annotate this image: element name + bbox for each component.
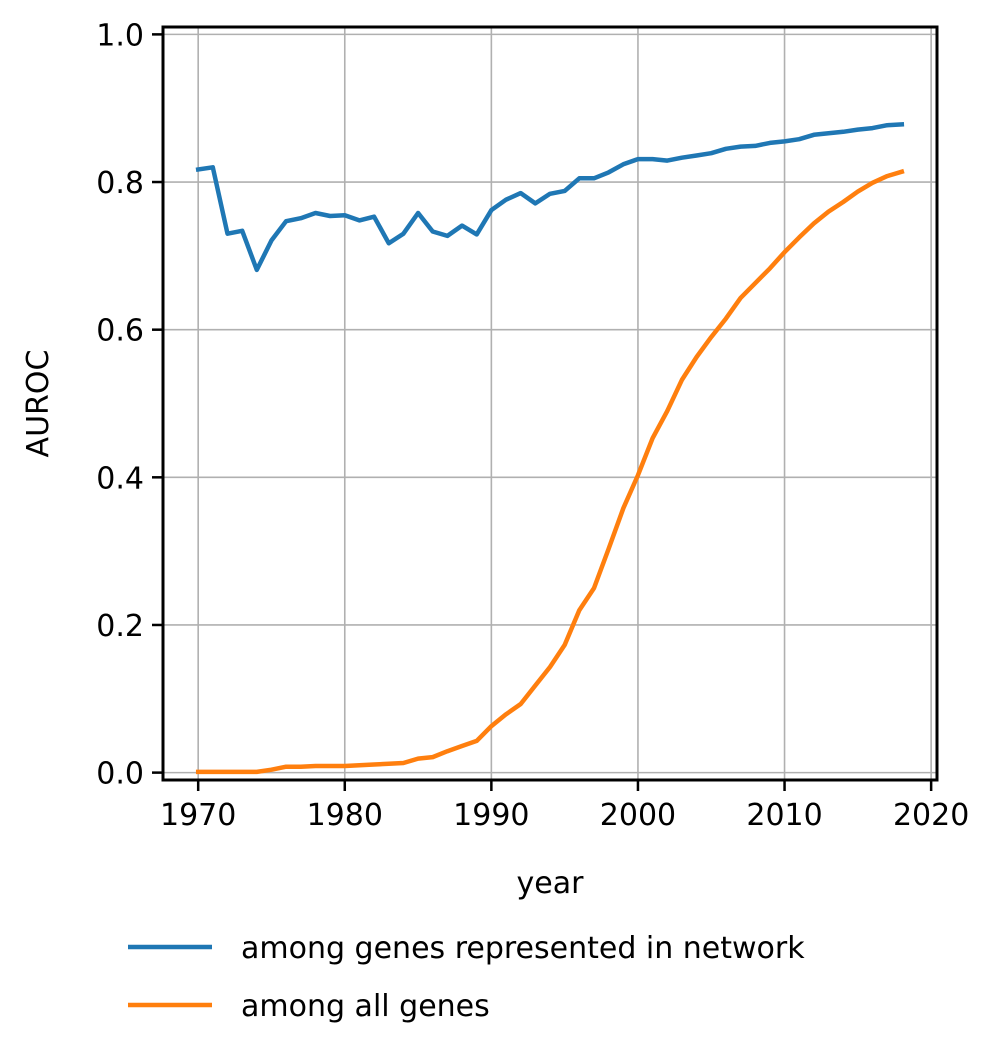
x-axis-label: year bbox=[517, 866, 585, 901]
y-tick-label: 0.4 bbox=[96, 461, 144, 496]
legend-label-2: among all genes bbox=[241, 989, 490, 1024]
x-tick-label: 1990 bbox=[453, 798, 529, 833]
x-tick-label: 1980 bbox=[307, 798, 383, 833]
series-line-2 bbox=[195, 168, 905, 775]
y-tick-label: 0.0 bbox=[96, 757, 144, 792]
legend-label-1: among genes represented in network bbox=[241, 931, 805, 966]
y-axis-label: AUROC bbox=[21, 350, 56, 458]
y-tick-label: 0.2 bbox=[96, 609, 144, 644]
legend: among genes represented in network among … bbox=[128, 931, 805, 1024]
x-tick-label: 2000 bbox=[600, 798, 676, 833]
axis-ticks: 1970 1980 1990 2000 2010 2020 0.0 0.2 0.4 0.6 0.8 1… bbox=[96, 18, 969, 833]
series-line-1 bbox=[195, 122, 905, 273]
x-tick-label: 2020 bbox=[893, 798, 969, 833]
y-tick-label: 0.6 bbox=[96, 314, 144, 349]
grid-lines bbox=[163, 27, 937, 780]
series-lines bbox=[195, 122, 905, 775]
x-tick-label: 2010 bbox=[746, 798, 822, 833]
y-tick-label: 1.0 bbox=[96, 18, 144, 53]
plot-frame bbox=[161, 25, 939, 782]
y-tick-label: 0.8 bbox=[96, 166, 144, 201]
x-tick-label: 1970 bbox=[160, 798, 236, 833]
